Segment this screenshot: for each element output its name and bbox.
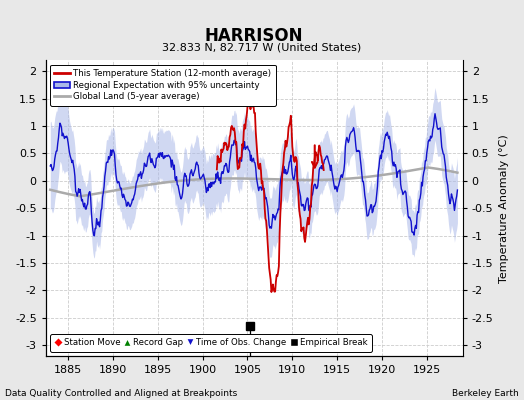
Legend: Station Move, Record Gap, Time of Obs. Change, Empirical Break: Station Move, Record Gap, Time of Obs. C… xyxy=(50,334,372,352)
Text: Berkeley Earth: Berkeley Earth xyxy=(452,389,519,398)
Text: Data Quality Controlled and Aligned at Breakpoints: Data Quality Controlled and Aligned at B… xyxy=(5,389,237,398)
Text: 32.833 N, 82.717 W (United States): 32.833 N, 82.717 W (United States) xyxy=(162,42,362,52)
Y-axis label: Temperature Anomaly (°C): Temperature Anomaly (°C) xyxy=(499,134,509,282)
Title: HARRISON: HARRISON xyxy=(205,27,303,45)
